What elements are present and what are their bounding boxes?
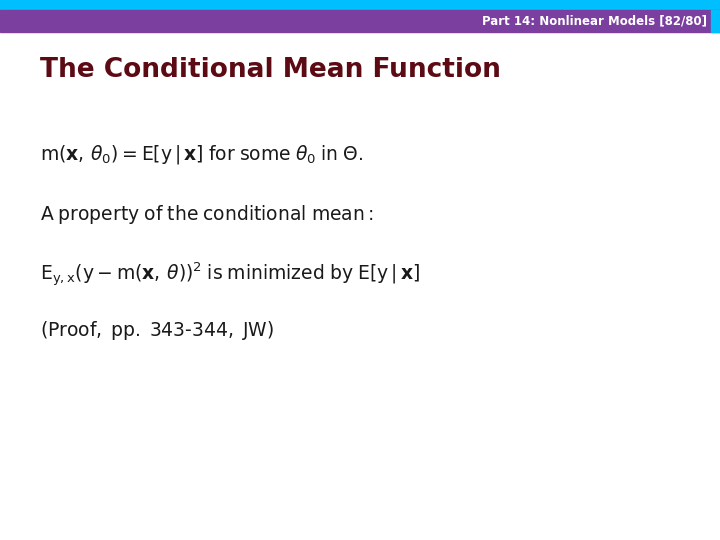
Text: The Conditional Mean Function: The Conditional Mean Function [40, 57, 500, 83]
Text: $\mathrm{m(}\mathbf{x}\mathrm{,\,}\theta_0) = \mathrm{E[y\,|\,}\mathbf{x}\mathrm: $\mathrm{m(}\mathbf{x}\mathrm{,\,}\theta… [40, 144, 363, 166]
Text: $\mathrm{A\;property\;of\;the\;conditional\;mean:}$: $\mathrm{A\;property\;of\;the\;condition… [40, 204, 374, 226]
Bar [0, 10, 720, 32]
Bar [0, 0, 720, 10]
Text: $\mathrm{E_{y,x}(y - m(}\mathbf{x}\mathrm{,\,}\theta\mathrm{))^2\;is\;minimized\: $\mathrm{E_{y,x}(y - m(}\mathbf{x}\mathr… [40, 261, 420, 289]
Bar [711, 10, 720, 32]
Text: $\mathrm{(Proof,\;pp.\;343\text{-}344,\;JW)}$: $\mathrm{(Proof,\;pp.\;343\text{-}344,\;… [40, 319, 274, 341]
Text: Part 14: Nonlinear Models [82/80]: Part 14: Nonlinear Models [82/80] [482, 15, 707, 28]
